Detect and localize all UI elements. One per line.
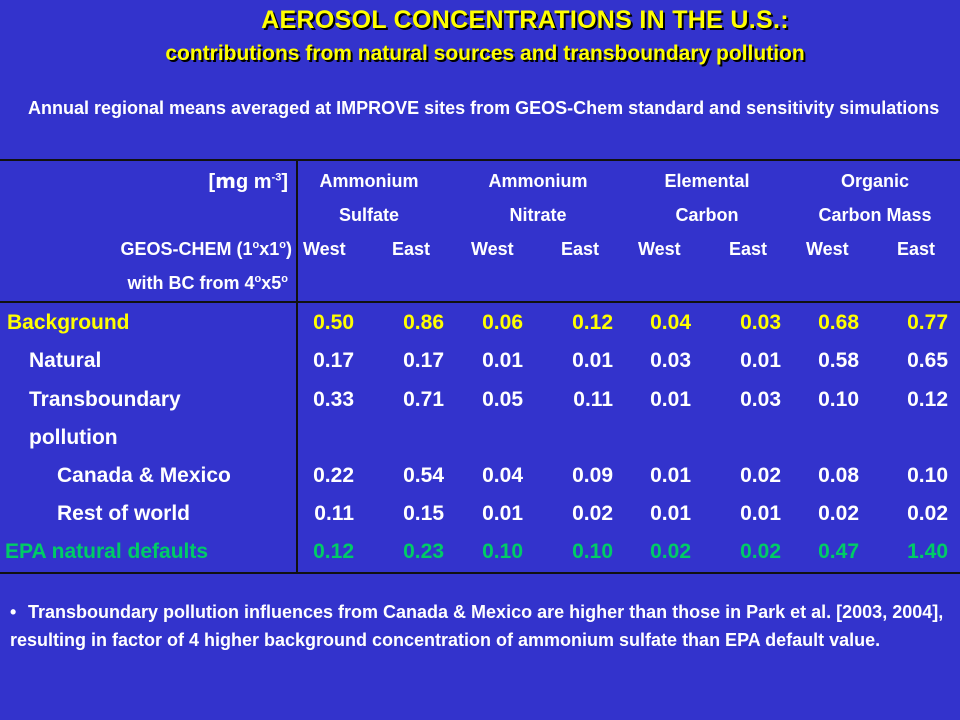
- table-cell: 0.47: [818, 540, 859, 563]
- table-cell: 0.04: [482, 464, 523, 487]
- table-cell: 1.40: [907, 540, 948, 563]
- table-cell: 0.05: [482, 388, 523, 411]
- table-cell: 0.01: [650, 502, 691, 525]
- east-header: East: [897, 239, 936, 259]
- table-cell: 0.02: [740, 540, 781, 563]
- table-cell: 0.11: [314, 502, 354, 525]
- group-header-line1: Elemental: [664, 171, 750, 191]
- row-label-epa-defaults: EPA natural defaults: [5, 540, 209, 563]
- table-cell: 0.15: [403, 502, 444, 525]
- table-cell: 0.04: [650, 311, 691, 334]
- bullet-text: Transboundary pollution influences from …: [10, 602, 944, 650]
- unit-label: [mg m-3]: [208, 169, 288, 193]
- table-cell: 0.86: [403, 311, 444, 334]
- row-label-rest-of-world: Rest of world: [57, 502, 191, 525]
- group-header-line1: Ammonium: [488, 171, 588, 191]
- row-label-pollution: pollution: [29, 426, 118, 449]
- table-cell: 0.77: [907, 311, 948, 334]
- group-header-line2: Carbon Mass: [818, 205, 932, 225]
- table-cell: 0.01: [482, 349, 523, 372]
- table-cell: 0.03: [740, 388, 781, 411]
- table-cell: 0.54: [403, 464, 444, 487]
- slide-title: AEROSOL CONCENTRATIONS IN THE U.S.:: [261, 6, 789, 34]
- west-header: West: [638, 239, 681, 259]
- group-header-line2: Nitrate: [509, 205, 567, 225]
- table-cell: 0.58: [818, 349, 859, 372]
- table-cell: 0.71: [403, 388, 444, 411]
- table-cell: 0.33: [313, 388, 354, 411]
- row-label-background: Background: [7, 311, 130, 334]
- table-cell: 0.22: [313, 464, 354, 487]
- group-header-line1: Organic: [840, 171, 910, 191]
- west-header: West: [471, 239, 514, 259]
- east-header: East: [561, 239, 600, 259]
- table-cell: 0.08: [818, 464, 859, 487]
- row-label-natural: Natural: [29, 349, 102, 372]
- table-cell: 0.50: [313, 311, 354, 334]
- header-divider: [0, 301, 960, 303]
- intro-text: Annual regional means averaged at IMPROV…: [28, 98, 940, 118]
- table-cell: 0.01: [740, 349, 781, 372]
- table-cell: 0.03: [650, 349, 691, 372]
- bullet-marker: •: [10, 602, 17, 622]
- table-cell: 0.01: [650, 464, 691, 487]
- table-cell: 0.06: [482, 311, 523, 334]
- table-cell: 0.12: [313, 540, 354, 563]
- table-bottom-border: [0, 572, 960, 574]
- table-cell: 0.12: [907, 388, 948, 411]
- table-cell: 0.01: [650, 388, 691, 411]
- table-cell: 0.10: [907, 464, 948, 487]
- east-header: East: [729, 239, 768, 259]
- table-cell: 0.11: [573, 388, 613, 411]
- table-cell: 0.12: [572, 311, 613, 334]
- table-cell: 0.02: [907, 502, 948, 525]
- table-top-border: [0, 159, 960, 161]
- concentration-table: [mg m-3] GEOS-CHEM (1ox1o) with BC from …: [0, 159, 960, 574]
- west-header: West: [806, 239, 849, 259]
- table-cell: 0.65: [907, 349, 948, 372]
- table-cell: 0.17: [313, 349, 354, 372]
- table-cell: 0.01: [482, 502, 523, 525]
- table-cell: 0.01: [740, 502, 781, 525]
- table-cell: 0.03: [740, 311, 781, 334]
- table-cell: 0.68: [818, 311, 859, 334]
- table-cell: 0.10: [818, 388, 859, 411]
- table-cell: 0.02: [818, 502, 859, 525]
- model-label: GEOS-CHEM (1ox1o): [120, 239, 292, 259]
- table-cell: 0.02: [740, 464, 781, 487]
- table-cell: 0.10: [482, 540, 523, 563]
- east-header: East: [392, 239, 431, 259]
- slide-subtitle: contributions from natural sources and t…: [165, 42, 805, 65]
- row-label-canada-mexico: Canada & Mexico: [57, 464, 231, 487]
- west-header: West: [303, 239, 346, 259]
- row-label-transboundary: Transboundary: [29, 388, 181, 411]
- table-cell: 0.09: [572, 464, 613, 487]
- table-cell: 0.01: [572, 349, 613, 372]
- column-divider: [296, 159, 298, 574]
- bc-label: with BC from 4ox5o: [127, 273, 288, 293]
- table-cell: 0.23: [403, 540, 444, 563]
- table-cell: 0.02: [572, 502, 613, 525]
- table-cell: 0.02: [650, 540, 691, 563]
- group-header-line2: Sulfate: [338, 205, 399, 225]
- group-header-line1: Ammonium: [319, 171, 419, 191]
- table-cell: 0.17: [403, 349, 444, 372]
- group-header-line2: Carbon: [675, 205, 739, 225]
- footnote-bullet: • Transboundary pollution influences from…: [10, 598, 950, 654]
- table-cell: 0.10: [572, 540, 613, 563]
